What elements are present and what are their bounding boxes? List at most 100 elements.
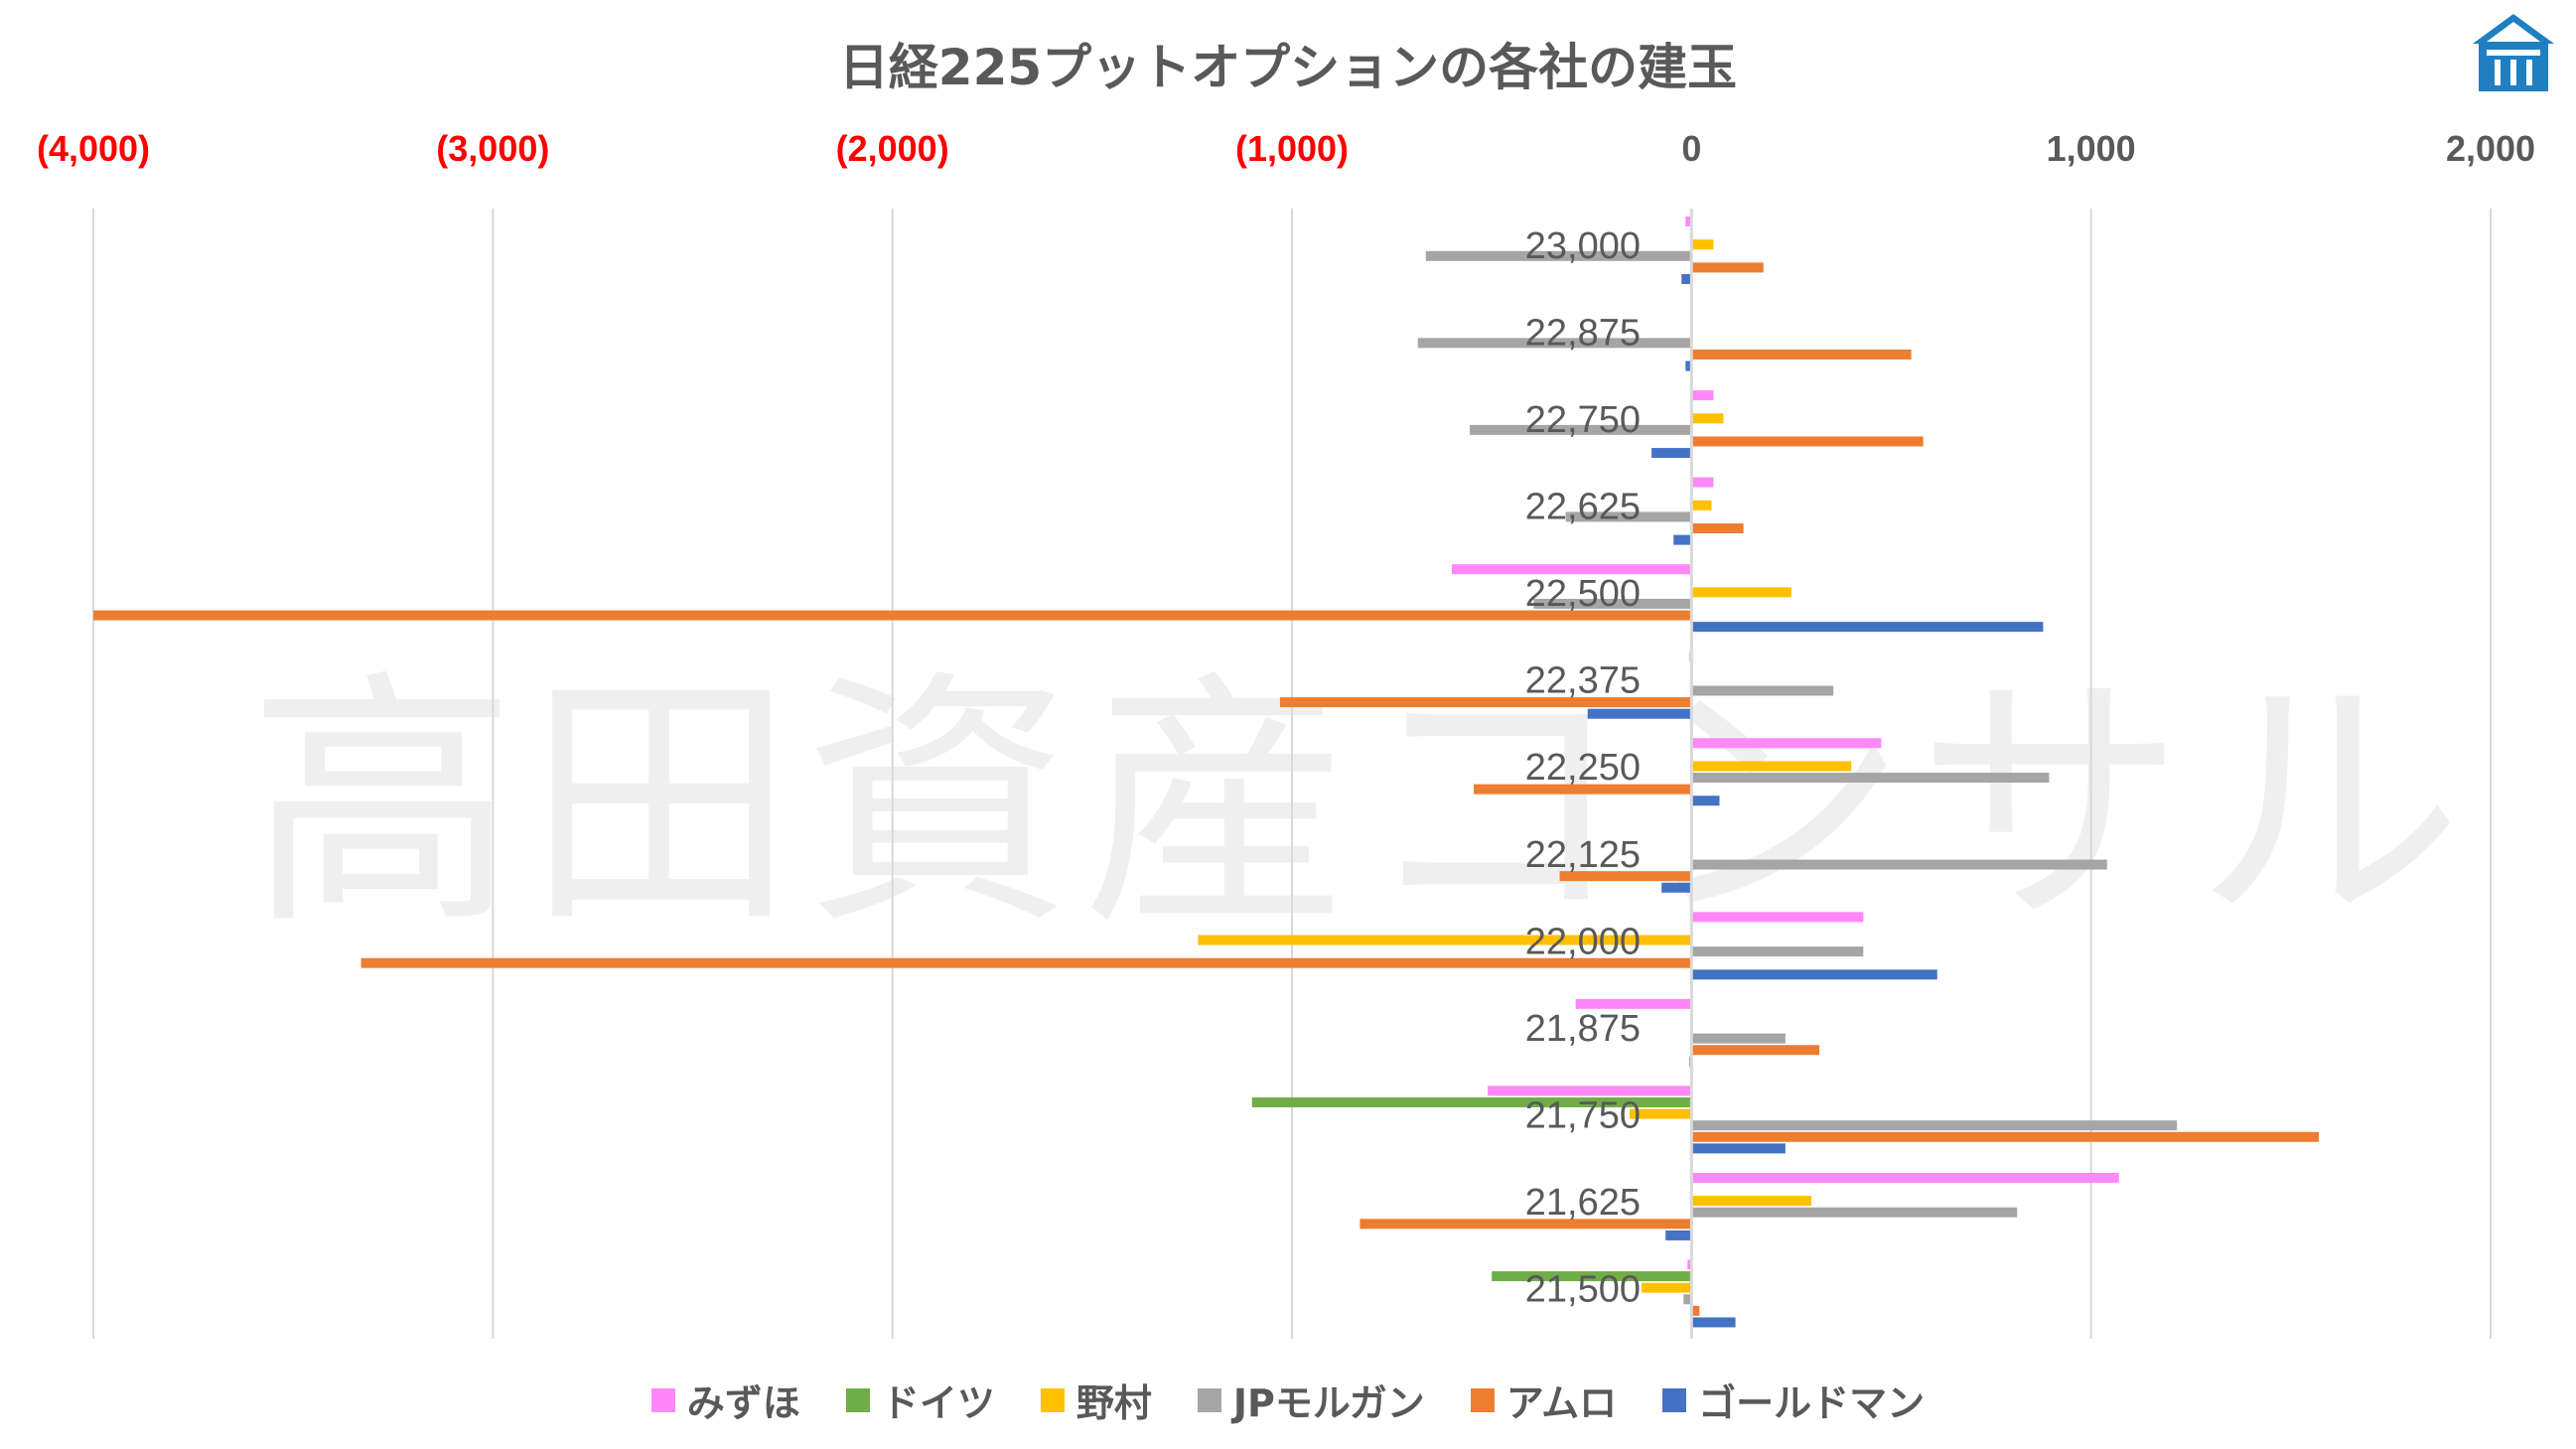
legend-label: みずほ [686, 1381, 800, 1425]
bar-2-4 [1691, 587, 1791, 598]
bar-3-3 [1565, 511, 1692, 522]
y-category-label: 22,125 [1525, 834, 1641, 876]
bar-2-12 [1642, 1282, 1692, 1293]
bar-3-4 [1533, 598, 1692, 609]
legend-label: 野村 [1075, 1381, 1152, 1425]
x-tick-label: (4,000) [37, 128, 150, 169]
legend-swatch [1662, 1387, 1687, 1412]
bar-3-6 [1691, 773, 2050, 784]
bar-2-2 [1691, 413, 1724, 424]
y-category-label: 21,500 [1525, 1268, 1641, 1310]
x-tick-label: (1,000) [1235, 128, 1349, 169]
bar-5-7 [1661, 882, 1692, 893]
bar-5-6 [1691, 796, 1720, 806]
bar-0-2 [1691, 390, 1714, 401]
bar-4-2 [1691, 436, 1924, 447]
bar-4-8 [360, 957, 1692, 968]
bar-2-10 [1629, 1108, 1692, 1119]
x-tick-label: 1,000 [2047, 128, 2136, 169]
bar-1-12 [1492, 1271, 1692, 1282]
bar-3-9 [1691, 1033, 1786, 1044]
y-category-label: 21,625 [1525, 1182, 1641, 1224]
bar-0-12 [1687, 1259, 1692, 1270]
y-category-label: 22,500 [1525, 573, 1641, 615]
legend-item: 野村 [1040, 1373, 1152, 1427]
legend-label: ゴールドマン [1698, 1381, 1926, 1425]
bar-3-5 [1691, 685, 1834, 696]
bar-5-2 [1651, 448, 1692, 459]
bar-5-11 [1665, 1230, 1692, 1240]
x-tick-label: (2,000) [836, 128, 949, 169]
bar-5-5 [1587, 708, 1692, 719]
bar-3-7 [1691, 859, 2107, 870]
y-category-label: 21,875 [1525, 1008, 1641, 1050]
bar-3-11 [1691, 1207, 2018, 1218]
bar-2-11 [1691, 1196, 1812, 1207]
legend-swatch [650, 1387, 675, 1412]
bar-2-0 [1691, 239, 1714, 250]
bar-3-8 [1691, 946, 1864, 957]
bar-2-6 [1691, 761, 1852, 772]
legend-item: JPモルガン [1197, 1373, 1425, 1427]
legend-swatch [1197, 1387, 1221, 1412]
bar-4-7 [1559, 871, 1692, 882]
bar-4-1 [1691, 349, 1912, 360]
bar-4-3 [1691, 523, 1744, 534]
bar-0-3 [1691, 477, 1714, 488]
legend-swatch [845, 1387, 870, 1412]
bar-5-1 [1685, 361, 1692, 371]
y-category-label: 21,750 [1525, 1094, 1641, 1136]
legend-item: アムロ [1470, 1373, 1618, 1427]
bar-1-10 [1251, 1096, 1692, 1107]
bar-3-1 [1417, 338, 1692, 349]
bar-4-4 [93, 610, 1692, 621]
bar-3-2 [1470, 424, 1692, 435]
bar-4-9 [1691, 1045, 1820, 1056]
legend-item: ゴールドマン [1662, 1373, 1925, 1427]
bar-4-11 [1360, 1219, 1692, 1230]
bar-4-0 [1691, 262, 1764, 273]
bar-3-0 [1425, 250, 1692, 261]
y-category-label: 22,250 [1525, 747, 1641, 789]
bar-0-11 [1691, 1172, 2119, 1183]
y-category-label: 22,625 [1525, 487, 1641, 528]
legend-swatch [1470, 1387, 1495, 1412]
legend-swatch [1040, 1387, 1065, 1412]
legend-label: JPモルガン [1232, 1381, 1425, 1425]
y-category-label: 22,875 [1525, 313, 1641, 355]
legend-item: ドイツ [845, 1373, 995, 1427]
bar-3-10 [1691, 1120, 2178, 1131]
bar-0-0 [1685, 217, 1692, 226]
legend-item: みずほ [650, 1373, 800, 1427]
x-tick-label: 2,000 [2446, 128, 2535, 169]
bar-5-3 [1673, 534, 1692, 545]
y-category-label: 23,000 [1525, 225, 1641, 267]
bar-5-8 [1691, 969, 1937, 980]
chart-title: 日経225プットオプションの各社の建玉 [838, 39, 1738, 96]
y-category-label: 22,375 [1525, 660, 1641, 702]
legend: みずほ ドイツ 野村 JPモルガン アムロ ゴールドマン [0, 1373, 2576, 1427]
bar-0-9 [1575, 998, 1692, 1009]
bar-2-3 [1691, 500, 1712, 510]
bar-5-10 [1691, 1143, 1786, 1154]
bar-4-12 [1691, 1305, 1700, 1316]
bar-2-8 [1198, 935, 1692, 945]
bar-0-6 [1691, 738, 1882, 749]
logo-icon [2473, 14, 2554, 91]
bar-5-4 [1691, 622, 2044, 633]
bar-4-5 [1279, 697, 1692, 708]
bar-5-0 [1681, 274, 1692, 284]
legend-label: アムロ [1505, 1381, 1618, 1425]
bar-5-12 [1691, 1317, 1736, 1328]
bar-0-10 [1488, 1086, 1692, 1096]
bar-4-6 [1474, 784, 1692, 795]
bar-4-10 [1691, 1131, 2319, 1142]
bar-0-8 [1691, 912, 1864, 923]
bar-3-12 [1683, 1294, 1692, 1305]
y-category-label: 22,000 [1525, 921, 1641, 962]
y-category-label: 22,750 [1525, 399, 1641, 441]
bar-0-4 [1451, 564, 1692, 575]
x-tick-label: (3,000) [436, 128, 549, 169]
legend-label: ドイツ [881, 1381, 995, 1425]
